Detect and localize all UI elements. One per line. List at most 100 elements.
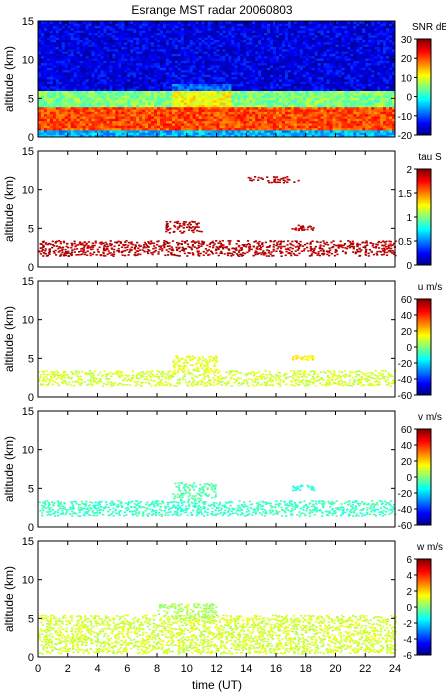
heatmap-cell bbox=[133, 92, 137, 96]
heatmap-cell bbox=[103, 85, 107, 89]
heatmap-cell bbox=[189, 53, 194, 57]
heatmap-cell bbox=[171, 130, 176, 133]
heatmap-cell bbox=[154, 65, 158, 68]
heatmap-cell bbox=[112, 39, 116, 43]
heatmap-cell bbox=[267, 120, 271, 124]
heatmap-cell bbox=[207, 90, 211, 94]
heatmap-cell bbox=[329, 130, 333, 133]
heatmap-cell bbox=[281, 41, 286, 45]
heatmap-cell bbox=[180, 97, 185, 101]
heatmap-cell bbox=[49, 55, 54, 59]
heatmap-cell bbox=[329, 109, 333, 112]
heatmap-cell bbox=[130, 27, 134, 31]
heatmap-cell bbox=[52, 62, 57, 66]
heatmap-cell bbox=[216, 104, 220, 108]
heatmap-cell bbox=[255, 55, 259, 59]
heatmap-cell bbox=[115, 111, 119, 115]
heatmap-cell bbox=[171, 55, 176, 59]
heatmap-cell bbox=[198, 120, 203, 124]
heatmap-cell bbox=[261, 72, 265, 75]
heatmap-cell bbox=[195, 116, 200, 119]
heatmap-cell bbox=[183, 134, 188, 138]
heatmap-cell bbox=[278, 37, 283, 40]
heatmap-cell bbox=[237, 41, 241, 45]
heatmap-cell bbox=[79, 81, 84, 85]
heatmap-cell bbox=[183, 120, 188, 124]
heatmap-cell bbox=[243, 62, 247, 66]
heatmap-cell bbox=[326, 60, 330, 64]
heatmap-cell bbox=[329, 34, 333, 38]
heatmap-cell bbox=[234, 44, 238, 47]
heatmap-cell bbox=[252, 92, 256, 96]
heatmap-cell bbox=[204, 90, 208, 94]
heatmap-cell bbox=[287, 21, 292, 24]
heatmap-cell bbox=[222, 55, 226, 59]
heatmap-cell bbox=[314, 123, 319, 126]
heatmap-cell bbox=[130, 130, 134, 133]
heatmap-cell bbox=[287, 83, 292, 87]
heatmap-cell bbox=[133, 44, 137, 47]
heatmap-cell bbox=[118, 30, 122, 33]
heatmap-cell bbox=[130, 81, 134, 85]
heatmap-cell bbox=[67, 55, 72, 59]
heatmap-cell bbox=[157, 102, 161, 105]
heatmap-cell bbox=[88, 90, 92, 94]
heatmap-cell bbox=[186, 65, 191, 68]
heatmap-cell bbox=[61, 48, 66, 52]
heatmap-cell bbox=[82, 99, 87, 103]
heatmap-cell bbox=[332, 67, 336, 71]
heatmap-cell bbox=[255, 99, 259, 103]
heatmap-cell bbox=[189, 41, 194, 45]
heatmap-cell bbox=[273, 67, 277, 71]
heatmap-cell bbox=[67, 92, 72, 96]
heatmap-cell bbox=[189, 83, 194, 87]
heatmap-cell bbox=[85, 37, 89, 40]
heatmap-cell bbox=[55, 34, 60, 38]
heatmap-cell bbox=[195, 65, 200, 68]
heatmap-cell bbox=[296, 39, 301, 43]
heatmap-cell bbox=[314, 113, 319, 117]
heatmap-cell bbox=[329, 125, 333, 129]
heatmap-cell bbox=[64, 130, 69, 133]
heatmap-cell bbox=[222, 67, 226, 71]
heatmap-cell bbox=[210, 130, 214, 133]
heatmap-cell bbox=[40, 60, 45, 64]
heatmap-cell bbox=[145, 125, 149, 129]
heatmap-cell bbox=[198, 88, 203, 91]
heatmap-cell bbox=[228, 102, 232, 105]
heatmap-cell bbox=[246, 134, 250, 138]
heatmap-cell bbox=[186, 90, 191, 94]
heatmap-cell bbox=[234, 123, 238, 126]
heatmap-cell bbox=[290, 97, 295, 101]
heatmap-cell bbox=[231, 21, 235, 24]
heatmap-cell bbox=[162, 111, 167, 115]
heatmap-cell bbox=[46, 58, 51, 61]
heatmap-cell bbox=[293, 41, 298, 45]
heatmap-cell bbox=[76, 53, 81, 57]
heatmap-cell bbox=[58, 123, 63, 126]
heatmap-cell bbox=[255, 127, 259, 131]
heatmap-cell bbox=[151, 88, 155, 91]
heatmap-cell bbox=[177, 21, 182, 24]
heatmap-cell bbox=[225, 104, 229, 108]
heatmap-cell bbox=[136, 41, 140, 45]
heatmap-cell bbox=[121, 34, 125, 38]
heatmap-cell bbox=[43, 111, 48, 115]
heatmap-cell bbox=[284, 76, 289, 80]
heatmap-cell bbox=[210, 99, 214, 103]
heatmap-cell bbox=[258, 60, 262, 64]
heatmap-cell bbox=[255, 85, 259, 89]
heatmap-cell bbox=[293, 72, 298, 75]
heatmap-cell bbox=[88, 120, 92, 124]
heatmap-cell bbox=[287, 118, 292, 122]
heatmap-cell bbox=[55, 76, 60, 80]
heatmap-cell bbox=[326, 34, 330, 38]
heatmap-cell bbox=[174, 81, 179, 85]
heatmap-cell bbox=[264, 127, 268, 131]
heatmap-cell bbox=[267, 48, 271, 52]
heatmap-cell bbox=[216, 113, 220, 117]
heatmap-cell bbox=[219, 62, 223, 66]
heatmap-cell bbox=[124, 67, 128, 71]
heatmap-cell bbox=[171, 72, 176, 75]
heatmap-cell bbox=[237, 58, 241, 61]
